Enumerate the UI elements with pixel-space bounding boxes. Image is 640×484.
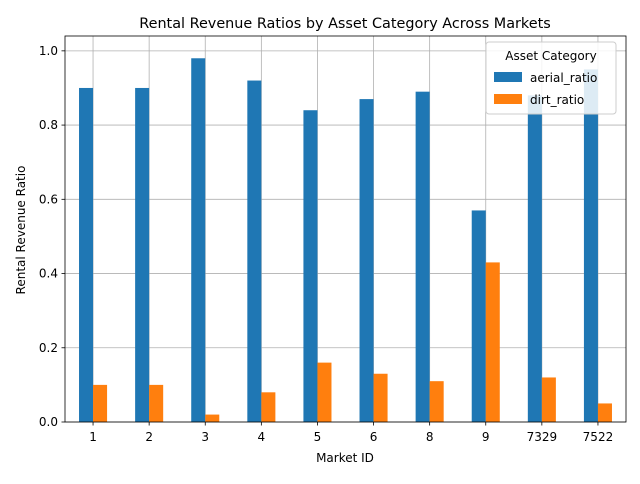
bar-dirt_ratio-7329 bbox=[541, 377, 556, 422]
bar-dirt_ratio-2 bbox=[149, 384, 164, 422]
bar-aerial_ratio-4 bbox=[247, 80, 262, 423]
bar-aerial_ratio-7329 bbox=[527, 95, 542, 422]
legend-label-aerial_ratio: aerial_ratio bbox=[530, 71, 597, 85]
bar-aerial_ratio-2 bbox=[135, 87, 150, 422]
bar-dirt_ratio-5 bbox=[317, 362, 332, 422]
y-axis-label: Rental Revenue Ratio bbox=[14, 166, 28, 295]
chart-title: Rental Revenue Ratios by Asset Category … bbox=[139, 16, 551, 32]
y-tick-label: 1.0 bbox=[39, 44, 58, 58]
y-tick-label: 0.4 bbox=[39, 267, 58, 281]
x-tick-label: 6 bbox=[370, 430, 378, 444]
legend-swatch-aerial_ratio bbox=[494, 72, 522, 82]
legend-title: Asset Category bbox=[505, 49, 596, 63]
legend-swatch-dirt_ratio bbox=[494, 94, 522, 104]
bar-dirt_ratio-1 bbox=[93, 384, 108, 422]
x-tick-label: 1 bbox=[89, 430, 97, 444]
bar-dirt_ratio-6 bbox=[373, 373, 388, 422]
bar-aerial_ratio-1 bbox=[79, 87, 94, 422]
y-tick-label: 0.0 bbox=[39, 415, 58, 429]
bars bbox=[79, 58, 612, 423]
bar-aerial_ratio-7522 bbox=[583, 69, 598, 423]
bar-aerial_ratio-3 bbox=[191, 58, 206, 423]
bar-dirt_ratio-9 bbox=[485, 262, 500, 422]
bar-aerial_ratio-8 bbox=[415, 91, 430, 422]
y-tick-label: 0.6 bbox=[39, 192, 58, 206]
bar-aerial_ratio-9 bbox=[471, 210, 486, 422]
x-tick-label: 7522 bbox=[583, 430, 614, 444]
x-tick-label: 4 bbox=[258, 430, 266, 444]
bar-aerial_ratio-5 bbox=[303, 110, 318, 422]
bar-aerial_ratio-6 bbox=[359, 99, 374, 422]
bar-dirt_ratio-3 bbox=[205, 414, 220, 422]
bar-dirt_ratio-4 bbox=[261, 392, 276, 422]
axes: 0.0 0.2 0.4 0.6 0.8 1.0 1 2 3 4 5 6 8 9 7329 7522 bbox=[39, 35, 627, 444]
x-tick-label: 8 bbox=[426, 430, 434, 444]
x-tick-label: 2 bbox=[145, 430, 153, 444]
bar-dirt_ratio-8 bbox=[429, 381, 444, 422]
plot-frame bbox=[64, 35, 627, 423]
bar-dirt_ratio-7522 bbox=[597, 403, 612, 422]
x-tick-label: 9 bbox=[482, 430, 490, 444]
legend-label-dirt_ratio: dirt_ratio bbox=[530, 93, 584, 107]
x-tick-label: 5 bbox=[314, 430, 322, 444]
x-axis-label: Market ID bbox=[316, 451, 374, 465]
legend: Asset Category aerial_ratio dirt_ratio bbox=[485, 41, 617, 115]
y-tick-label: 0.2 bbox=[39, 341, 58, 355]
x-tick-label: 7329 bbox=[527, 430, 558, 444]
y-tick-label: 0.8 bbox=[39, 118, 58, 132]
x-tick-label: 3 bbox=[201, 430, 209, 444]
